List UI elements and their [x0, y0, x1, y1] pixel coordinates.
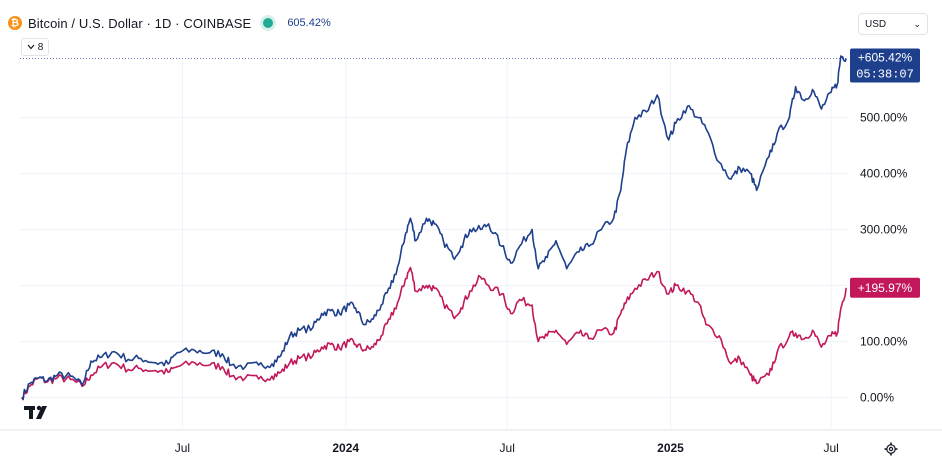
- last-value-label-compare: +195.97%: [858, 281, 913, 295]
- y-tick-label: 300.00%: [860, 223, 908, 237]
- x-tick-label: 2025: [657, 441, 684, 455]
- y-tick-label: 500.00%: [860, 111, 908, 125]
- bitcoin-icon: ₿: [8, 16, 22, 30]
- currency-label: USD: [865, 18, 887, 30]
- last-value-badge-compare: [850, 277, 920, 298]
- y-tick-label: 100.00%: [860, 335, 908, 349]
- countdown-label: 05:38:07: [856, 67, 914, 81]
- legend-count: 8: [37, 41, 44, 53]
- x-tick-label: 2024: [332, 441, 359, 455]
- y-tick-label: 400.00%: [860, 167, 908, 181]
- last-value-badge-btc: [850, 48, 920, 83]
- x-tick-label: Jul: [175, 441, 190, 455]
- chevron-down-icon: [27, 44, 35, 50]
- series-line-compare[interactable]: [21, 266, 847, 401]
- header-change-value: 605.42%: [287, 17, 331, 29]
- series-line-btc[interactable]: [21, 55, 847, 400]
- market-status-icon: [263, 18, 274, 28]
- chevron-down-icon: ⌄: [913, 18, 921, 29]
- y-tick-label: 0.00%: [860, 391, 894, 405]
- symbol-title[interactable]: Bitcoin / U.S. Dollar · 1D · COINBASE: [28, 15, 252, 31]
- x-tick-label: Jul: [500, 441, 515, 455]
- gear-icon[interactable]: [884, 442, 898, 456]
- currency-select[interactable]: USD ⌄: [858, 13, 928, 35]
- legend-toggle-button[interactable]: 8: [21, 38, 49, 56]
- x-tick-label: Jul: [823, 441, 838, 455]
- last-value-label-btc: +605.42%: [858, 50, 913, 64]
- symbol-header: ₿ Bitcoin / U.S. Dollar · 1D · COINBASE …: [8, 12, 331, 34]
- tradingview-logo[interactable]: [24, 404, 54, 420]
